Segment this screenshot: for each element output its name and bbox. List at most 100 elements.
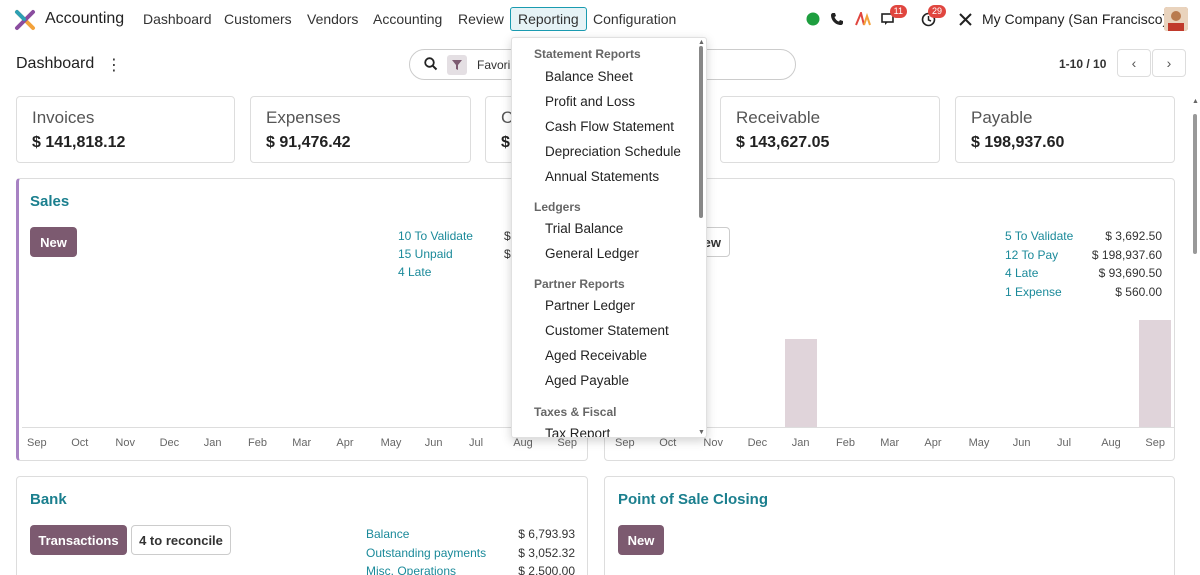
menu-item-depreciation[interactable]: Depreciation Schedule [545, 144, 681, 159]
kpi-title: Payable [971, 108, 1033, 127]
search-facet[interactable]: Favori [477, 58, 511, 72]
sales-unpaid-link[interactable]: 15 Unpaid [398, 247, 453, 261]
sales-new-button[interactable]: New [30, 227, 77, 257]
dropdown-scrollbar[interactable] [699, 46, 703, 218]
month-tick-label: Dec [159, 437, 180, 449]
sales-amount: $ [504, 247, 511, 261]
menu-section-header: Ledgers [534, 200, 581, 214]
pager-previous-button[interactable]: ‹ [1117, 49, 1151, 77]
kpi-value: $ 198,937.60 [971, 134, 1065, 151]
purchase-expense-link[interactable]: 1 Expense [1005, 285, 1062, 299]
menu-item-balance-sheet[interactable]: Balance Sheet [545, 69, 633, 84]
scroll-down-arrow-icon[interactable]: ▼ [698, 429, 705, 436]
bank-title[interactable]: Bank [30, 491, 67, 508]
kpi-value: $ 143,627.05 [736, 134, 830, 151]
bank-outstanding-link[interactable]: Outstanding payments [366, 546, 487, 560]
bank-misc-link[interactable]: Misc. Operations [366, 564, 457, 575]
menu-item-profit-and-loss[interactable]: Profit and Loss [545, 94, 636, 109]
pager-next-button[interactable]: › [1152, 49, 1186, 77]
app-name[interactable]: Accounting [45, 10, 125, 27]
reconcile-button[interactable]: 4 to reconcile [131, 525, 231, 555]
menu-item-aged-payable[interactable]: Aged Payable [545, 373, 630, 388]
kpi-expenses[interactable]: Expenses $ 91,476.42 [250, 96, 471, 163]
kpi-payable[interactable]: Payable $ 198,937.60 [955, 96, 1175, 163]
kpi-invoices[interactable]: Invoices $ 141,818.12 [16, 96, 235, 163]
purchase-late-link[interactable]: 4 Late [1005, 266, 1039, 280]
month-tick-label: Feb [836, 437, 855, 449]
nav-vendors[interactable]: Vendors [307, 11, 359, 27]
bank-amount: $ 2,500.00 [518, 564, 575, 575]
messages-badge: 11 [889, 5, 907, 18]
nav-customers[interactable]: Customers [224, 11, 292, 27]
month-tick-label: Jul [469, 437, 484, 449]
reporting-dropdown-menu: Statement Reports Balance Sheet Profit a… [511, 37, 707, 438]
sales-to-validate-link[interactable]: 10 To Validate [398, 229, 473, 243]
filter-icon[interactable] [447, 55, 467, 75]
month-tick-label: Jun [424, 437, 443, 449]
nav-configuration[interactable]: Configuration [593, 11, 677, 27]
menu-item-general-ledger[interactable]: General Ledger [545, 246, 639, 261]
bank-journal-card: Bank Transactions 4 to reconcile Balance… [16, 476, 588, 575]
bank-amount: $ 6,793.93 [518, 527, 575, 541]
nav-accounting[interactable]: Accounting [373, 11, 443, 27]
sales-late-link[interactable]: 4 Late [398, 265, 432, 279]
top-navbar: Accounting Dashboard Customers Vendors A… [0, 0, 1200, 38]
nav-reporting[interactable]: Reporting [510, 7, 587, 31]
month-tick-label: Dec [747, 437, 768, 449]
menu-section-header: Statement Reports [534, 47, 641, 61]
menu-item-annual-statements[interactable]: Annual Statements [545, 169, 660, 184]
chart-bar[interactable] [1138, 320, 1171, 427]
month-tick-label: Sep [557, 437, 577, 449]
activity-clock-icon[interactable]: 29 [919, 5, 946, 28]
user-avatar[interactable] [1164, 7, 1188, 31]
scroll-up-arrow-icon[interactable]: ▲ [698, 39, 705, 46]
pos-title[interactable]: Point of Sale Closing [618, 491, 769, 508]
month-tick-label: Nov [703, 437, 723, 449]
tools-icon[interactable] [956, 10, 974, 28]
bank-balance-link[interactable]: Balance [366, 527, 410, 541]
purchase-amount: $ 93,690.50 [1098, 266, 1162, 280]
pager-value[interactable]: 1-10 / 10 [1059, 57, 1107, 71]
month-tick-label: Jan [203, 437, 222, 449]
month-tick-label: Sep [615, 437, 635, 449]
purchase-to-validate-link[interactable]: 5 To Validate [1005, 229, 1074, 243]
scrollbar-thumb[interactable] [1193, 114, 1197, 254]
menu-section-header: Partner Reports [534, 277, 625, 291]
nav-review[interactable]: Review [458, 11, 504, 27]
search-icon [424, 57, 438, 71]
scroll-up-arrow-icon[interactable]: ▲ [1192, 98, 1199, 105]
menu-section-header: Taxes & Fiscal [534, 405, 617, 419]
menu-item-cash-flow[interactable]: Cash Flow Statement [545, 119, 675, 134]
month-tick-label: May [380, 437, 402, 449]
menu-item-tax-report[interactable]: Tax Report [545, 426, 611, 438]
sales-title[interactable]: Sales [30, 193, 70, 210]
messages-icon[interactable]: 11 [880, 5, 907, 28]
month-tick-label: Sep [27, 437, 47, 449]
menu-item-partner-ledger[interactable]: Partner Ledger [545, 298, 636, 313]
purchase-amount: $ 3,692.50 [1105, 229, 1162, 243]
transactions-button[interactable]: Transactions [30, 525, 127, 555]
nav-dashboard[interactable]: Dashboard [143, 11, 212, 27]
ai-icon[interactable] [854, 10, 872, 28]
month-tick-label: Jun [1012, 437, 1031, 449]
pos-new-button[interactable]: New [618, 525, 664, 555]
app-logo-icon[interactable] [14, 9, 36, 31]
month-tick-label: Oct [659, 437, 677, 449]
page-scrollbar[interactable]: ▲ [1192, 96, 1199, 575]
month-tick-label: May [968, 437, 990, 449]
kebab-menu-icon[interactable]: ⋮ [106, 57, 122, 74]
phone-icon[interactable] [828, 10, 846, 28]
chart-bar[interactable] [785, 339, 817, 427]
company-switcher[interactable]: My Company (San Francisco) [982, 11, 1168, 27]
kpi-receivable[interactable]: Receivable $ 143,627.05 [720, 96, 940, 163]
menu-item-aged-receivable[interactable]: Aged Receivable [545, 348, 648, 363]
purchase-amount: $ 560.00 [1115, 285, 1162, 299]
kpi-value: $ 141,818.12 [32, 134, 126, 151]
purchase-to-pay-link[interactable]: 12 To Pay [1005, 248, 1059, 262]
month-tick-label: Aug [1101, 437, 1121, 449]
month-tick-label: Apr [336, 437, 354, 449]
month-tick-label: Aug [513, 437, 533, 449]
menu-item-trial-balance[interactable]: Trial Balance [545, 221, 624, 236]
menu-item-customer-statement[interactable]: Customer Statement [545, 323, 669, 338]
kpi-title: Invoices [32, 108, 95, 127]
